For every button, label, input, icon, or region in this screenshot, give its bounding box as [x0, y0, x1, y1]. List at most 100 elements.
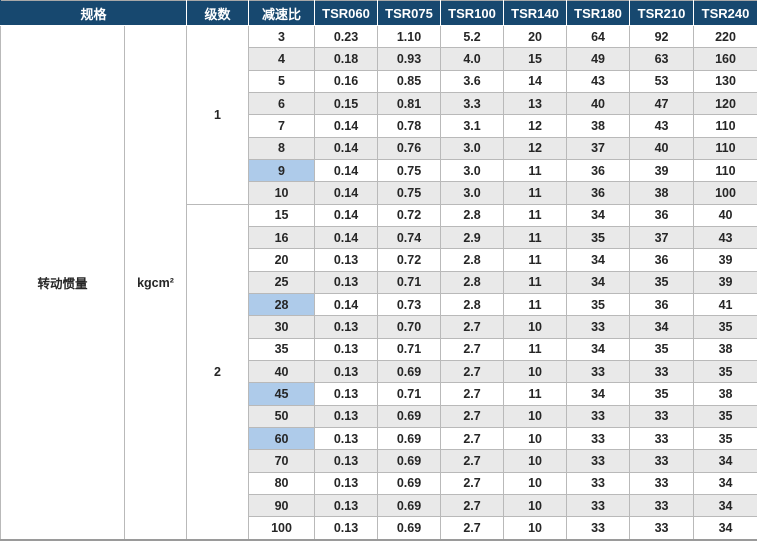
value-cell-tsr100: 2.7: [440, 382, 505, 406]
value-cell-tsr100: 3.3: [440, 91, 505, 116]
value-cell-tsr210: 92: [629, 24, 695, 49]
value-cell-tsr100: 3.6: [440, 69, 505, 93]
spec-name-cell: 转动惯量: [0, 25, 125, 541]
value-cell-tsr100: 5.2: [440, 24, 505, 49]
value-cell-tsr100: 2.8: [440, 203, 505, 227]
value-cell-tsr075: 0.72: [377, 248, 442, 272]
table-row: 30 0.13 0.70 2.7 10 33 34 35: [1, 315, 757, 339]
value-cell-tsr240: 110: [693, 136, 757, 160]
value-cell-tsr060: 0.13: [314, 270, 379, 294]
value-cell-tsr075: 0.71: [377, 337, 442, 361]
spec-unit-cell: kgcm²: [123, 25, 188, 541]
value-cell-tsr210: 35: [629, 270, 695, 294]
value-cell-tsr180: 40: [566, 91, 631, 116]
value-cell-tsr075: 0.71: [377, 270, 442, 294]
value-cell-tsr100: 2.7: [440, 426, 505, 451]
value-cell-tsr210: 35: [629, 382, 695, 406]
value-cell-tsr240: 43: [693, 225, 757, 250]
ratio-cell: 10: [248, 181, 316, 205]
value-cell-tsr075: 0.69: [377, 493, 442, 518]
value-cell-tsr180: 38: [566, 114, 631, 138]
value-cell-tsr100: 2.7: [440, 471, 505, 495]
value-cell-tsr180: 34: [566, 203, 631, 227]
value-cell-tsr140: 10: [503, 404, 568, 428]
ratio-cell: 5: [248, 69, 316, 93]
value-cell-tsr210: 38: [629, 181, 695, 205]
value-cell-tsr075: 0.85: [377, 69, 442, 93]
value-cell-tsr140: 10: [503, 493, 568, 518]
value-cell-tsr240: 35: [693, 426, 757, 451]
value-cell-tsr180: 35: [566, 292, 631, 317]
table-row: 8 0.14 0.76 3.0 12 37 40 110: [1, 136, 757, 160]
header-model-tsr180: TSR180: [566, 0, 631, 26]
value-cell-tsr140: 11: [503, 225, 568, 250]
value-cell-tsr140: 10: [503, 426, 568, 451]
value-cell-tsr240: 110: [693, 158, 757, 183]
value-cell-tsr100: 2.7: [440, 404, 505, 428]
value-cell-tsr060: 0.13: [314, 471, 379, 495]
value-cell-tsr100: 3.1: [440, 114, 505, 138]
value-cell-tsr180: 36: [566, 181, 631, 205]
value-cell-tsr060: 0.14: [314, 225, 379, 250]
value-cell-tsr075: 0.75: [377, 181, 442, 205]
value-cell-tsr060: 0.13: [314, 426, 379, 451]
value-cell-tsr240: 41: [693, 292, 757, 317]
value-cell-tsr240: 35: [693, 315, 757, 339]
value-cell-tsr075: 0.69: [377, 404, 442, 428]
value-cell-tsr060: 0.13: [314, 449, 379, 473]
value-cell-tsr075: 0.70: [377, 315, 442, 339]
stage-cell: 1: [186, 25, 250, 205]
value-cell-tsr140: 10: [503, 471, 568, 495]
value-cell-tsr075: 0.69: [377, 471, 442, 495]
value-cell-tsr060: 0.23: [314, 24, 379, 49]
ratio-cell: 16: [248, 225, 316, 250]
value-cell-tsr140: 15: [503, 47, 568, 71]
ratio-cell: 28: [248, 292, 316, 317]
value-cell-tsr210: 33: [629, 426, 695, 451]
header-model-tsr075: TSR075: [377, 0, 442, 26]
value-cell-tsr060: 0.14: [314, 114, 379, 138]
table-row: 45 0.13 0.71 2.7 11 34 35 38: [1, 382, 757, 406]
value-cell-tsr240: 130: [693, 69, 757, 93]
header-model-tsr140: TSR140: [503, 0, 568, 26]
table-row: 20 0.13 0.72 2.8 11 34 36 39: [1, 248, 757, 272]
value-cell-tsr140: 10: [503, 359, 568, 384]
value-cell-tsr180: 34: [566, 382, 631, 406]
ratio-cell: 6: [248, 91, 316, 116]
value-cell-tsr140: 12: [503, 136, 568, 160]
value-cell-tsr060: 0.13: [314, 382, 379, 406]
value-cell-tsr240: 34: [693, 449, 757, 473]
value-cell-tsr210: 36: [629, 292, 695, 317]
value-cell-tsr210: 33: [629, 404, 695, 428]
value-cell-tsr210: 43: [629, 114, 695, 138]
table-row: 7 0.14 0.78 3.1 12 38 43 110: [1, 114, 757, 138]
ratio-cell: 15: [248, 203, 316, 227]
value-cell-tsr180: 33: [566, 404, 631, 428]
value-cell-tsr140: 11: [503, 181, 568, 205]
value-cell-tsr140: 11: [503, 382, 568, 406]
header-model-tsr240: TSR240: [693, 0, 757, 26]
value-cell-tsr140: 11: [503, 270, 568, 294]
value-cell-tsr140: 11: [503, 337, 568, 361]
value-cell-tsr210: 47: [629, 91, 695, 116]
value-cell-tsr100: 4.0: [440, 47, 505, 71]
value-cell-tsr240: 39: [693, 270, 757, 294]
value-cell-tsr210: 35: [629, 337, 695, 361]
value-cell-tsr240: 39: [693, 248, 757, 272]
value-cell-tsr240: 34: [693, 471, 757, 495]
value-cell-tsr060: 0.13: [314, 359, 379, 384]
table-row: 10 0.14 0.75 3.0 11 36 38 100: [1, 181, 757, 205]
value-cell-tsr100: 2.9: [440, 225, 505, 250]
ratio-cell: 25: [248, 270, 316, 294]
value-cell-tsr140: 13: [503, 91, 568, 116]
value-cell-tsr075: 0.78: [377, 114, 442, 138]
value-cell-tsr100: 2.7: [440, 493, 505, 518]
header-model-tsr210: TSR210: [629, 0, 695, 26]
value-cell-tsr240: 220: [693, 24, 757, 49]
value-cell-tsr180: 33: [566, 315, 631, 339]
ratio-cell: 80: [248, 471, 316, 495]
header-spec: 规格: [0, 0, 188, 26]
table-row: 50 0.13 0.69 2.7 10 33 33 35: [1, 404, 757, 428]
value-cell-tsr100: 3.0: [440, 181, 505, 205]
